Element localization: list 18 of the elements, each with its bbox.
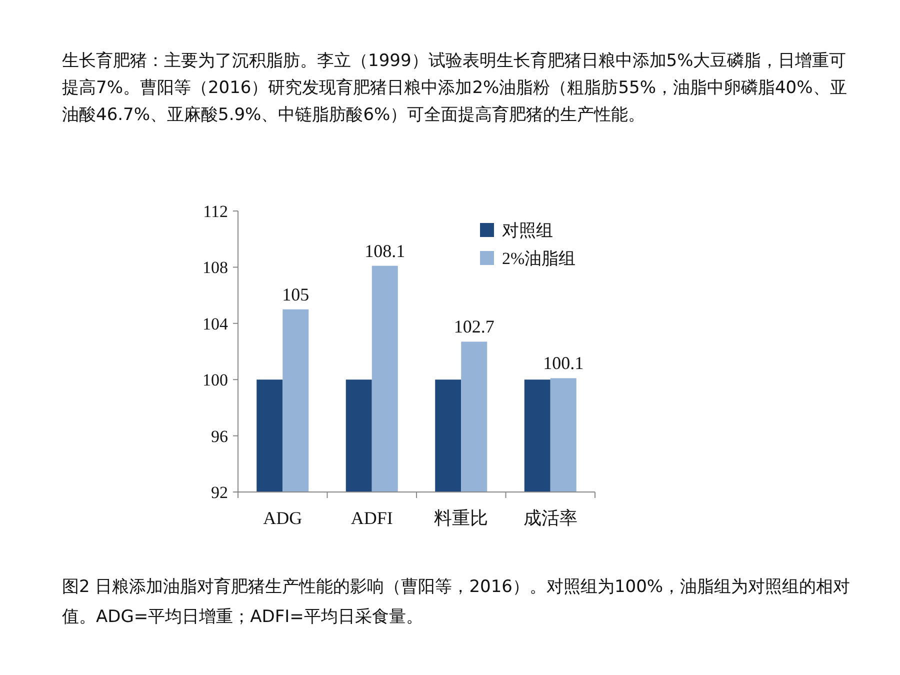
y-tick-label: 104 xyxy=(202,314,228,334)
data-label: 108.1 xyxy=(364,240,406,261)
data-label: 105 xyxy=(282,284,310,304)
y-tick-label: 100 xyxy=(202,370,228,390)
y-tick-label: 112 xyxy=(203,202,228,221)
x-tick-label: 料重比 xyxy=(434,508,488,528)
data-label: 100.1 xyxy=(543,353,584,374)
data-label: 102.7 xyxy=(454,316,494,337)
y-tick-label: 108 xyxy=(202,258,228,278)
y-tick-label: 92 xyxy=(211,483,228,502)
caption: 图2 日粮添加油脂对育肥猪生产性能的影响（曹阳等，2016）。对照组为100%，油脂组为对照组的相对值。ADG=平均日增重；ADFI=平均日采食量。 xyxy=(62,576,852,629)
legend-label: 2%油脂组 xyxy=(502,249,576,268)
x-tick-label: ADG xyxy=(263,508,302,528)
x-tick-label: ADFI xyxy=(350,508,393,528)
legend-label: 对照组 xyxy=(502,221,553,240)
x-tick-label: 成活率 xyxy=(523,508,578,528)
y-tick-label: 96 xyxy=(211,426,228,446)
chart-title: 生长育肥猪：主要为了沉积脂肪。李立（1999）试验表明生长育肥猪日粮中添加5%大豆磷脂，日增重可提高7%。曹阳等（2016）研究发现育肥猪日粮中添加2%油脂粉（粗脂肪55%，油脂中卵磷脂40%、亚油酸46.7%、亚麻酸5.9%、中链脂肪酸6%）可全面提高育肥猪的生产性能。 xyxy=(62,50,848,127)
